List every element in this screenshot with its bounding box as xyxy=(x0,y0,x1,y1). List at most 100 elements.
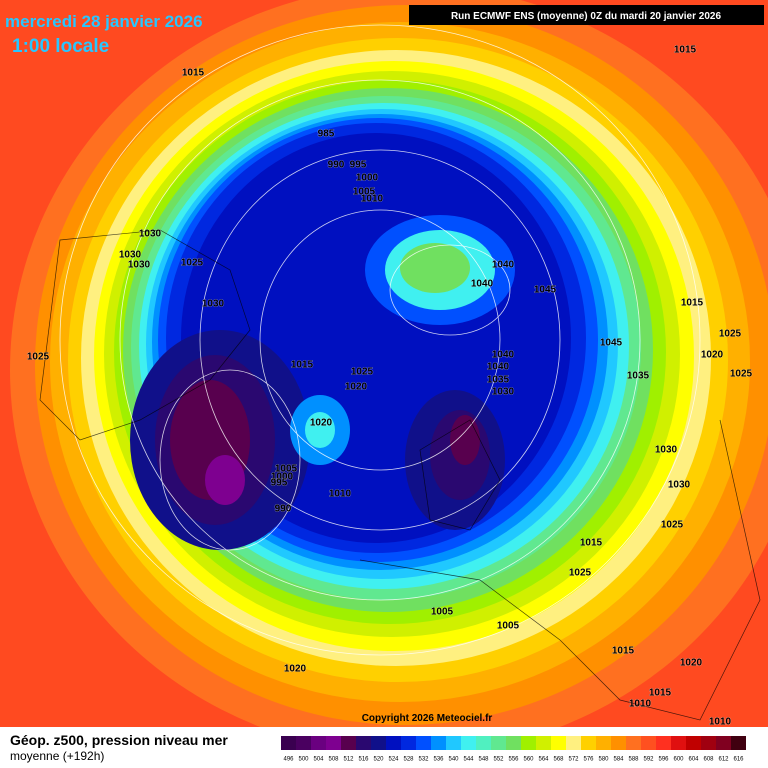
colorbar-label: 612 xyxy=(718,757,729,763)
colorbar-label: 524 xyxy=(388,757,399,763)
color-swatch xyxy=(311,736,326,750)
isobar-label: 1030 xyxy=(202,299,225,310)
color-swatch xyxy=(281,736,296,750)
isobar-label: 1010 xyxy=(709,717,732,728)
color-swatch xyxy=(641,736,656,750)
colorbar-label: 592 xyxy=(643,757,654,763)
color-swatch xyxy=(536,736,551,750)
run-info: Run ECMWF ENS (moyenne) 0Z du mardi 20 j… xyxy=(451,11,722,22)
colorbar-label: 520 xyxy=(373,757,384,763)
isobar-label: 995 xyxy=(271,478,288,489)
color-swatch xyxy=(386,736,401,750)
isobar-label: 1015 xyxy=(681,298,704,309)
copyright: Copyright 2026 Meteociel.fr xyxy=(362,713,493,724)
isobar-label: 1005 xyxy=(497,621,520,632)
colorbar-label: 588 xyxy=(628,757,639,763)
isobar-label: 1030 xyxy=(128,260,151,271)
isobar-label: 1040 xyxy=(471,279,494,290)
colorbar-label: 544 xyxy=(463,757,474,763)
isobar-label: 1030 xyxy=(119,250,142,261)
color-swatch xyxy=(656,736,671,750)
isobar-label: 990 xyxy=(275,504,292,515)
colorbar-label: 496 xyxy=(283,757,294,763)
isobar-label: 995 xyxy=(350,160,367,171)
color-swatch xyxy=(686,736,701,750)
color-swatch xyxy=(596,736,611,750)
isobar-label: 1030 xyxy=(668,480,691,491)
isobar-label: 1040 xyxy=(487,362,510,373)
isobar-label: 1000 xyxy=(356,173,379,184)
isobar-label: 1005 xyxy=(431,607,454,618)
isobar-label: 1000 xyxy=(271,472,294,483)
color-swatch xyxy=(611,736,626,750)
isobar-label: 1015 xyxy=(580,538,603,549)
colorbar-label: 504 xyxy=(313,757,324,763)
colorbar-label: 572 xyxy=(568,757,579,763)
colorbar-label: 560 xyxy=(523,757,534,763)
isobar-label: 1015 xyxy=(649,688,672,699)
color-swatch xyxy=(326,736,341,750)
color-swatch xyxy=(731,736,746,750)
isobar-label: 1015 xyxy=(291,360,314,371)
isobar-label: 1020 xyxy=(680,658,703,669)
color-swatch xyxy=(461,736,476,750)
isobar-label: 1015 xyxy=(182,68,205,79)
colorbar-label: 600 xyxy=(673,757,684,763)
isobar-label: 1035 xyxy=(627,371,650,382)
color-swatch xyxy=(296,736,311,750)
color-swatch xyxy=(506,736,521,750)
color-swatch xyxy=(626,736,641,750)
colorbar-label: 512 xyxy=(343,757,354,763)
color-swatch xyxy=(341,736,356,750)
colorbar-label: 596 xyxy=(658,757,669,763)
color-swatch xyxy=(566,736,581,750)
color-swatch xyxy=(491,736,506,750)
isobar-label: 1020 xyxy=(345,382,368,393)
colorbar-label: 548 xyxy=(478,757,489,763)
isobar-label: 1015 xyxy=(674,45,697,56)
isobar-label: 1025 xyxy=(351,367,374,378)
colorbar-label: 508 xyxy=(328,757,339,763)
isobar-label: 1015 xyxy=(612,646,635,657)
color-swatch xyxy=(401,736,416,750)
isobar-label: 985 xyxy=(318,129,335,140)
isobar-label: 1010 xyxy=(361,194,384,205)
colorbar-label: 568 xyxy=(553,757,564,763)
isobar-label: 1025 xyxy=(27,352,50,363)
color-swatch xyxy=(716,736,731,750)
legend-subtitle: moyenne (+192h) xyxy=(10,749,104,763)
isobar-label: 1020 xyxy=(310,418,333,429)
colorbar-label: 564 xyxy=(538,757,549,763)
color-swatch xyxy=(521,736,536,750)
colorbar-label: 604 xyxy=(688,757,699,763)
isobar-label: 1025 xyxy=(730,369,753,380)
colorbar-label: 584 xyxy=(613,757,624,763)
color-swatch xyxy=(551,736,566,750)
colorbar-label: 608 xyxy=(703,757,714,763)
color-swatch xyxy=(371,736,386,750)
colorbar-label: 616 xyxy=(733,757,744,763)
isobar-label: 1020 xyxy=(284,664,307,675)
colorbar-label: 552 xyxy=(493,757,504,763)
isobar-label: 1035 xyxy=(487,375,510,386)
isobar-label: 1030 xyxy=(655,445,678,456)
colorbar-label: 580 xyxy=(598,757,609,763)
isobar-label: 1010 xyxy=(629,699,652,710)
isobar-label: 1010 xyxy=(329,489,352,500)
colorbar-label: 528 xyxy=(403,757,414,763)
isobar-label: 1040 xyxy=(492,350,515,361)
isobar-label: 1020 xyxy=(701,350,724,361)
colorbar-label: 500 xyxy=(298,757,309,763)
colorbar-label: 576 xyxy=(583,757,594,763)
color-swatch xyxy=(581,736,596,750)
color-swatch xyxy=(416,736,431,750)
colorbar-label: 536 xyxy=(433,757,444,763)
isobar-label: 1040 xyxy=(492,260,515,271)
colorbar-label: 556 xyxy=(508,757,519,763)
isobar-label: 1025 xyxy=(719,329,742,340)
isobar-label: 1005 xyxy=(353,187,376,198)
isobar-label: 990 xyxy=(328,160,345,171)
